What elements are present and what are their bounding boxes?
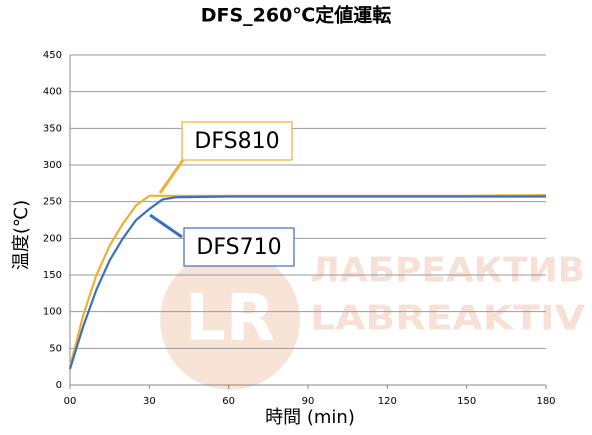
y-tick-label: 300 bbox=[43, 160, 62, 171]
legend-label: DFS810 bbox=[194, 129, 279, 154]
x-tick-label: 30 bbox=[143, 396, 156, 407]
x-tick-label: 150 bbox=[457, 396, 476, 407]
y-tick-label: 200 bbox=[43, 233, 62, 244]
x-tick-label: 00 bbox=[64, 396, 77, 407]
y-tick-label: 150 bbox=[43, 270, 62, 281]
x-tick-label: 120 bbox=[378, 396, 397, 407]
watermark-logo: LR bbox=[185, 282, 275, 356]
y-axis-label: 温度(℃) bbox=[11, 200, 32, 270]
watermark-text: ЛАБРЕАКТИВ bbox=[310, 251, 585, 291]
y-tick-label: 350 bbox=[43, 123, 62, 134]
x-axis-label: 時間 (min) bbox=[265, 407, 355, 428]
callout-leader bbox=[158, 159, 185, 194]
y-tick-label: 400 bbox=[43, 87, 62, 98]
x-tick-label: 60 bbox=[222, 396, 235, 407]
x-tick-label: 90 bbox=[302, 396, 315, 407]
x-tick-label: 180 bbox=[536, 396, 555, 407]
watermark-text: LABREAKTIV bbox=[310, 299, 586, 339]
legend-label: DFS710 bbox=[196, 235, 281, 260]
callout-leader bbox=[149, 213, 183, 239]
callout-box bbox=[183, 227, 295, 267]
watermark-circle bbox=[160, 250, 300, 390]
chart-title: DFS_260℃定値運転 bbox=[201, 4, 392, 27]
y-tick-label: 0 bbox=[56, 380, 62, 391]
y-tick-label: 100 bbox=[43, 307, 62, 318]
y-tick-label: 250 bbox=[43, 197, 62, 208]
y-tick-label: 450 bbox=[43, 50, 62, 61]
y-tick-label: 50 bbox=[49, 343, 62, 354]
callout-box bbox=[181, 121, 293, 161]
series-line bbox=[68, 195, 546, 370]
watermark: LR ЛАБРЕАКТИВ LABREAKTIV bbox=[160, 250, 586, 390]
